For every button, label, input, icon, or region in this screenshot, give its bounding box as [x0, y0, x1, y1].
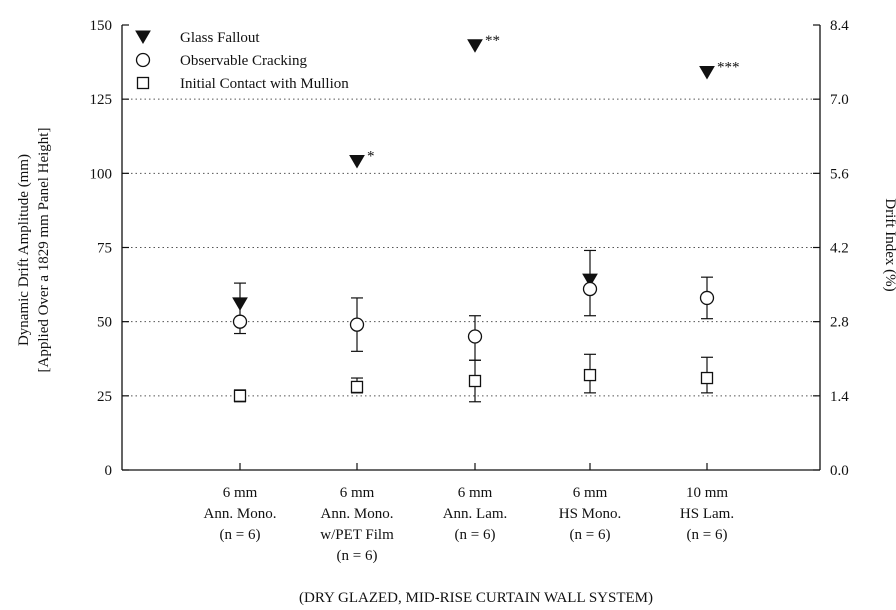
- x-axis-label: (DRY GLAZED, MID-RISE CURTAIN WALL SYSTE…: [299, 590, 653, 606]
- y-tick-label: 125: [90, 92, 113, 108]
- y-right-axis-label: Drift Index (%): [882, 198, 896, 291]
- ticks: 0 0.0 25 1.4 50 2.8 75 4.2 100 5.6 125 7.0 150 8.4: [90, 18, 850, 479]
- marker-open-square: [350, 380, 364, 394]
- category-label: (n = 6): [687, 527, 728, 543]
- legend-label: Initial Contact with Mullion: [180, 76, 349, 92]
- y-axis-label: Dynamic Drift Amplitude (mm): [16, 154, 32, 346]
- marker-open-square: [233, 389, 247, 402]
- category-label: (n = 6): [220, 527, 261, 543]
- marker-open-circle: [582, 281, 598, 297]
- y-right-tick-label: 0.0: [830, 463, 849, 479]
- marker-filled-down-triangle: [349, 154, 365, 169]
- y-right-tick-label: 8.4: [830, 18, 849, 34]
- y-right-tick-label: 2.8: [830, 315, 849, 331]
- y-tick-label: 100: [90, 166, 113, 182]
- marker-open-square: [583, 368, 597, 382]
- y-right-tick-label: 1.4: [830, 389, 849, 405]
- marker-annotation: **: [485, 33, 500, 49]
- y-right-tick-label: 5.6: [830, 166, 849, 182]
- category-label: 6 mm: [573, 485, 608, 501]
- marker-open-circle: [467, 329, 483, 344]
- legend: Glass Fallout Observable Cracking Initial …: [135, 30, 349, 92]
- category-label: (n = 6): [337, 548, 378, 564]
- category-label: Ann. Lam.: [443, 506, 508, 522]
- category-label: 6 mm: [458, 485, 493, 501]
- gridlines: [122, 98, 820, 397]
- legend-label: Observable Cracking: [180, 53, 308, 69]
- marker-annotation: *: [367, 148, 375, 164]
- marker-open-circle: [232, 314, 248, 329]
- y-right-tick-label: 4.2: [830, 241, 849, 257]
- marker-open-circle: [349, 317, 365, 332]
- category-label: 10 mm: [686, 485, 728, 501]
- marker-open-square: [700, 371, 714, 385]
- legend-marker: [135, 52, 151, 68]
- category-label: 6 mm: [340, 485, 375, 501]
- y-tick-label: 50: [97, 315, 112, 331]
- y-tick-label: 25: [97, 389, 112, 405]
- legend-marker: [135, 30, 151, 44]
- marker-open-square: [468, 374, 482, 388]
- category-label: HS Lam.: [680, 506, 734, 522]
- marker-filled-down-triangle: [699, 65, 715, 80]
- category-labels: 6 mm Ann. Mono. (n = 6) 6 mm Ann. Mono. w/PET…: [204, 485, 735, 564]
- y-tick-label: 150: [90, 18, 113, 34]
- marker-filled-down-triangle: [232, 297, 248, 311]
- marker-filled-down-triangle: [582, 273, 598, 288]
- category-label: HS Mono.: [559, 506, 622, 522]
- y-axis-label-sub: [Applied Over a 1829 mm Panel Height]: [36, 128, 52, 373]
- category-label: 6 mm: [223, 485, 258, 501]
- marker-annotation: ***: [717, 59, 740, 75]
- y-right-tick-label: 7.0: [830, 92, 849, 108]
- category-label: Ann. Mono.: [204, 506, 277, 522]
- category-label: (n = 6): [455, 527, 496, 543]
- marker-filled-down-triangle: [467, 39, 483, 53]
- y-tick-label: 75: [97, 241, 112, 257]
- category-label: w/PET Film: [320, 527, 394, 543]
- category-label: (n = 6): [570, 527, 611, 543]
- legend-label: Glass Fallout: [180, 30, 260, 46]
- y-tick-label: 0: [105, 463, 113, 479]
- data-markers: ******: [232, 33, 740, 402]
- legend-marker: [136, 76, 150, 90]
- category-label: Ann. Mono.: [321, 506, 394, 522]
- marker-open-circle: [699, 290, 715, 306]
